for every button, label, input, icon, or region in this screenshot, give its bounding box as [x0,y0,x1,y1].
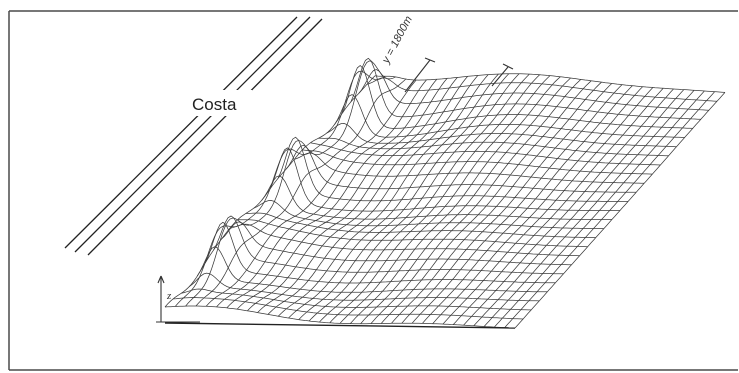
mesh-line-alongshore [360,77,571,324]
mesh-line-crossshore [229,223,580,257]
mesh-line-crossshore [188,272,540,302]
mesh-line-crossshore [213,215,564,275]
mesh-line-crossshore [253,200,604,229]
coastline-line-2 [74,16,311,253]
mesh-line-crossshore [334,94,685,138]
z-axis [156,275,200,323]
mesh-line-alongshore [473,89,685,327]
mesh-line-crossshore [350,57,701,120]
coastline-line-3 [87,18,323,256]
mesh-line-alongshore [411,84,623,324]
mesh-line-crossshore [318,137,669,157]
mesh-line-crossshore [221,221,572,266]
z-axis-arrow-r [160,275,165,284]
mesh-line-crossshore [245,212,596,238]
mesh-line-crossshore [302,149,653,175]
coastline [64,16,323,256]
mesh-line-alongshore [380,80,592,324]
z-axis-arrow-l [157,275,162,284]
mesh-line-crossshore [196,246,548,293]
mesh-line-alongshore [391,81,602,324]
mesh-line-crossshore [277,136,629,202]
mesh-line-alongshore [329,74,540,324]
profile-marker-1-cap [424,57,436,63]
mesh-line-alongshore [257,76,468,313]
mesh-line-crossshore [261,175,612,220]
profile-markers [404,57,514,93]
mesh-line-alongshore [432,86,643,324]
mesh-line-alongshore [452,88,664,325]
coastline-line-1 [64,16,298,249]
mesh-line-crossshore [269,147,620,212]
mesh-line-crossshore [173,297,524,320]
mesh-line-crossshore [285,144,637,193]
z-axis-label: z [166,290,172,302]
mesh-line-crossshore [294,152,645,184]
mesh-line-crossshore [237,219,588,248]
mesh-line-crossshore [358,69,709,111]
mesh-line-alongshore [504,91,715,328]
mesh-line-crossshore [366,77,717,102]
mesh-line-alongshore [247,77,458,312]
figure-frame [8,10,738,371]
mesh-line-crossshore [181,288,532,311]
mesh-line-crossshore [205,221,556,284]
profile-marker-1 [404,59,431,93]
wave-surface-mesh [164,57,726,329]
mesh-line-crossshore [374,73,726,93]
profile-marker-2 [491,66,509,87]
profile-marker-2-cap [502,63,514,70]
coast-label-backdrop [186,90,252,116]
mesh-line-alongshore [401,83,613,324]
mesh-line-alongshore [277,74,489,317]
coast-label: Costa [192,95,237,114]
mesh-line-crossshore [310,142,661,166]
mesh-line-alongshore [422,85,633,324]
mesh-line-crossshore [164,305,516,329]
mesh-line-crossshore [326,123,677,148]
mesh-front-edge [164,322,516,329]
mesh-line-crossshore [342,64,693,129]
y-distance-label: y = 1800m [380,14,415,66]
